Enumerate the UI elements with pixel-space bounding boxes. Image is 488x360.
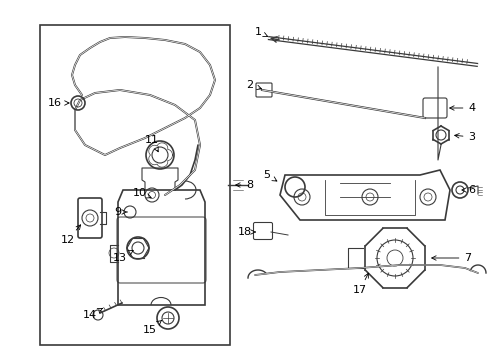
Text: 2: 2 (246, 80, 261, 90)
Text: 9: 9 (114, 207, 127, 217)
Text: 13: 13 (113, 251, 133, 263)
Text: 4: 4 (449, 103, 475, 113)
Bar (40, 25, 229, 345)
Text: 6: 6 (461, 185, 474, 195)
Text: 14: 14 (83, 308, 102, 320)
Text: 8: 8 (235, 180, 253, 190)
Text: 7: 7 (431, 253, 470, 263)
Text: 3: 3 (454, 132, 474, 142)
Text: 12: 12 (61, 225, 81, 245)
Text: 18: 18 (238, 227, 255, 237)
Text: 15: 15 (142, 320, 161, 335)
Text: 16: 16 (48, 98, 69, 108)
Text: 17: 17 (352, 273, 367, 295)
Text: 1: 1 (254, 27, 267, 37)
Text: 5: 5 (263, 170, 276, 181)
Text: 10: 10 (133, 188, 151, 198)
Text: 11: 11 (145, 135, 159, 152)
